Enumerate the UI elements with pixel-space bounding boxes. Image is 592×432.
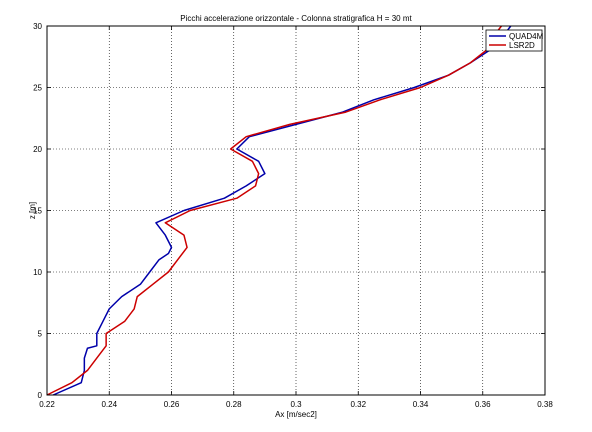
y-tick-label: 5 <box>38 330 43 339</box>
x-tick-label: 0.28 <box>226 400 242 409</box>
x-tick-label: 0.22 <box>39 400 55 409</box>
series-line-lsr2d <box>46 25 503 396</box>
x-tick-label: 0.36 <box>475 400 491 409</box>
chart-title: Picchi accelerazione orizzontale - Colon… <box>180 14 412 23</box>
x-tick-label: 0.32 <box>350 400 366 409</box>
y-tick-label: 30 <box>33 22 42 31</box>
y-tick-label: 15 <box>33 207 42 216</box>
x-tick-label: 0.34 <box>413 400 429 409</box>
y-tick-labels: 0 5 10 15 20 25 30 <box>33 22 42 400</box>
x-tick-labels: 0.22 0.24 0.26 0.28 0.3 0.32 0.34 0.36 0.38 <box>39 400 553 409</box>
series-line-quad4m <box>52 25 512 396</box>
y-tick-label: 20 <box>33 145 42 154</box>
x-tick-label: 0.38 <box>537 400 553 409</box>
legend: QUAD4M LSR2D <box>485 29 544 52</box>
legend-label-lsr2d: LSR2D <box>509 41 535 50</box>
x-tick-label: 0.24 <box>101 400 117 409</box>
x-tick-label: 0.26 <box>164 400 180 409</box>
series-layer <box>46 25 512 396</box>
ticks <box>46 25 546 396</box>
x-axis-label: Ax [m/sec2] <box>275 410 317 419</box>
grid <box>47 26 545 395</box>
y-tick-label: 25 <box>33 84 42 93</box>
legend-label-quad4m: QUAD4M <box>509 32 544 41</box>
x-tick-label: 0.3 <box>290 400 302 409</box>
y-tick-label: 0 <box>38 391 43 400</box>
y-axis-label: z [m] <box>28 202 37 219</box>
y-tick-label: 10 <box>33 268 42 277</box>
